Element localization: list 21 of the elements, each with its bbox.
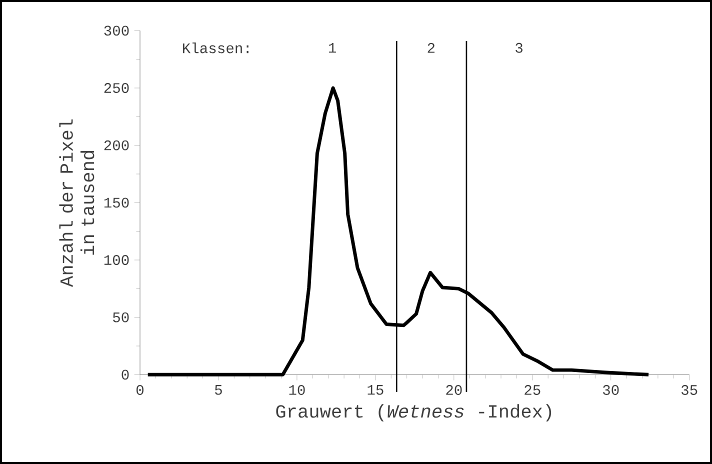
y-tick-label: 250	[104, 83, 129, 93]
x-tick-label: 35	[681, 385, 698, 395]
y-tick-label: 0	[122, 370, 129, 380]
y-tick-label: 200	[104, 140, 129, 150]
y-tick-label: 50	[113, 312, 129, 322]
annotation: 1	[328, 43, 336, 53]
x-tick-label: 15	[368, 385, 384, 395]
annotation: 2	[428, 42, 434, 53]
y-tick-label: 100	[104, 255, 129, 265]
annotation: 3	[516, 42, 522, 53]
annotation: Klassen:	[182, 42, 248, 54]
y-axis-title: Anzahl der Pixel in tausend	[59, 119, 94, 287]
y-tick-label: 150	[104, 198, 129, 208]
x-tick-label: 5	[215, 385, 222, 395]
y-tick-label: 300	[104, 26, 129, 36]
x-tick-label: 30	[603, 385, 619, 395]
x-tick-label: 0	[136, 385, 144, 395]
x-axis-title: Grauwert (Wetness -Index)	[276, 404, 552, 422]
x-tick-label: 10	[289, 385, 305, 395]
x-tick-label: 25	[524, 385, 540, 395]
x-tick-label: 20	[446, 385, 462, 395]
